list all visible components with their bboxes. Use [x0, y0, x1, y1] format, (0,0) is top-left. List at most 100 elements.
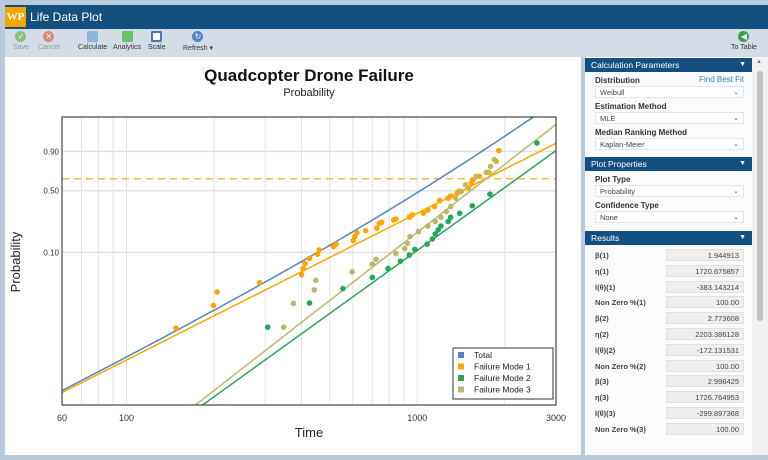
data-point-mode-2 [385, 265, 391, 272]
estimation-value: MLE [600, 114, 616, 123]
result-value: 2.773608 [666, 312, 744, 325]
x-tick-label: 60 [57, 413, 67, 423]
data-point-mode-1 [173, 325, 179, 331]
plot-properties-header[interactable]: Plot Properties ▼ [585, 157, 752, 171]
scrollbar-thumb[interactable] [757, 71, 763, 321]
result-label: Non Zero %(1) [595, 298, 646, 308]
ranking-value: Kaplan-Meier [600, 140, 645, 149]
save-button[interactable]: ✓ Save [13, 31, 29, 51]
scale-icon [151, 31, 163, 42]
result-label: β(2) [595, 314, 609, 324]
legend-swatch [458, 375, 464, 381]
result-value: -299.897368 [666, 407, 744, 419]
to-table-label: To Table [731, 44, 757, 51]
analytics-label: Analytics [113, 44, 142, 51]
probability-plot: 60 100 1000 3000 0.90 0.50 0.10 Quadcopter Dron… [8, 66, 566, 440]
find-best-fit-link[interactable]: Find Best Fit [699, 75, 744, 84]
data-point-mode-2 [369, 274, 376, 281]
legend-swatch [458, 363, 464, 370]
app-logo: WP [5, 7, 26, 27]
back-arrow-icon: ◀ [738, 31, 750, 42]
result-label: Non Zero %(2) [595, 361, 646, 371]
refresh-label: Refresh ▾ [183, 45, 213, 52]
fit-line-mode-2 [202, 150, 556, 405]
legend-swatch [458, 352, 464, 358]
result-value: 2203.386128 [666, 328, 744, 340]
collapse-icon: ▼ [739, 61, 746, 68]
data-point-mode-2 [429, 236, 436, 242]
data-point-mode-1 [393, 216, 399, 222]
collapse-icon: ▼ [739, 234, 746, 241]
chevron-down-icon: ⌄ [733, 214, 739, 221]
data-point-mode-1 [302, 260, 308, 267]
data-point-mode-3 [447, 203, 454, 210]
scroll-up-icon[interactable]: ▲ [756, 59, 762, 65]
cancel-button[interactable]: ✕ Cancel [38, 31, 60, 51]
confidence-select[interactable]: None ⌄ [595, 211, 744, 223]
data-point-mode-3 [402, 245, 408, 252]
data-point-mode-1 [300, 265, 306, 272]
result-label: η(1) [595, 266, 609, 276]
data-point-mode-3 [313, 277, 319, 284]
data-point-mode-3 [487, 163, 494, 170]
scale-button[interactable]: Scale [148, 31, 166, 51]
data-point-mode-2 [406, 252, 413, 258]
result-value: 1720.675857 [666, 264, 744, 277]
ranking-select[interactable]: Kaplan-Meier ⌄ [595, 138, 744, 150]
data-point-mode-3 [407, 233, 413, 240]
data-point-mode-3 [290, 300, 297, 307]
data-point-mode-1 [306, 255, 313, 262]
data-point-mode-2 [306, 300, 313, 306]
result-label: β(3) [595, 377, 609, 387]
plot-type-select[interactable]: Probability ⌄ [595, 185, 744, 197]
data-point-mode-2 [264, 324, 271, 330]
estimation-label: Estimation Method [595, 102, 667, 111]
data-point-mode-2 [340, 285, 346, 292]
legend-label: Failure Mode 2 [474, 373, 531, 383]
data-point-mode-2 [534, 140, 540, 146]
data-point-mode-1 [374, 225, 380, 231]
data-point-mode-1 [210, 302, 217, 309]
save-label: Save [13, 44, 29, 51]
data-point-mode-1 [495, 147, 502, 154]
to-table-button[interactable]: ◀ To Table [731, 31, 757, 51]
scale-label: Scale [148, 44, 166, 51]
data-point-mode-3 [452, 195, 459, 201]
results-header[interactable]: Results ▼ [585, 231, 752, 245]
toolbar: ✓ Save ✕ Cancel Calculate Analytics Scale … [5, 29, 768, 57]
result-label: η(3) [595, 393, 609, 403]
x-tick-label: 3000 [546, 413, 566, 423]
distribution-select[interactable]: Weibull ⌄ [595, 86, 744, 98]
data-point-mode-2 [456, 210, 463, 217]
data-point-mode-3 [458, 188, 464, 195]
data-point-mode-3 [393, 250, 399, 257]
data-point-mode-3 [280, 324, 287, 330]
legend-label: Failure Mode 3 [474, 385, 531, 395]
estimation-select[interactable]: MLE ⌄ [595, 112, 744, 124]
results-header-label: Results [591, 233, 620, 243]
calc-params-header[interactable]: Calculation Parameters ▼ [585, 58, 752, 72]
data-point-mode-1 [214, 289, 220, 295]
refresh-button[interactable]: ↻ Refresh ▾ [183, 31, 213, 52]
chevron-down-icon: ⌄ [733, 141, 739, 148]
data-point-mode-2 [445, 218, 451, 225]
result-value: 100.00 [666, 422, 744, 435]
ranking-label: Median Ranking Method [595, 128, 687, 137]
result-label: l(θ)(2) [595, 345, 616, 355]
legend-label: Failure Mode 1 [474, 362, 531, 372]
data-point-mode-3 [462, 181, 469, 188]
data-point-mode-1 [447, 193, 454, 199]
plot-type-value: Probability [600, 187, 636, 196]
data-point-mode-3 [443, 208, 450, 215]
analytics-button[interactable]: Analytics [113, 31, 141, 51]
scrollbar[interactable]: ▲ [752, 57, 768, 455]
data-point-mode-2 [438, 223, 444, 229]
data-point-mode-1 [333, 241, 339, 247]
data-point-mode-1 [378, 219, 385, 226]
calculate-button[interactable]: Calculate [78, 31, 107, 51]
check-icon: ✓ [15, 31, 27, 42]
calculate-label: Calculate [78, 44, 108, 51]
result-value: 1.944913 [666, 249, 744, 261]
result-label: Non Zero %(3) [595, 424, 646, 434]
data-point-mode-3 [438, 214, 444, 221]
